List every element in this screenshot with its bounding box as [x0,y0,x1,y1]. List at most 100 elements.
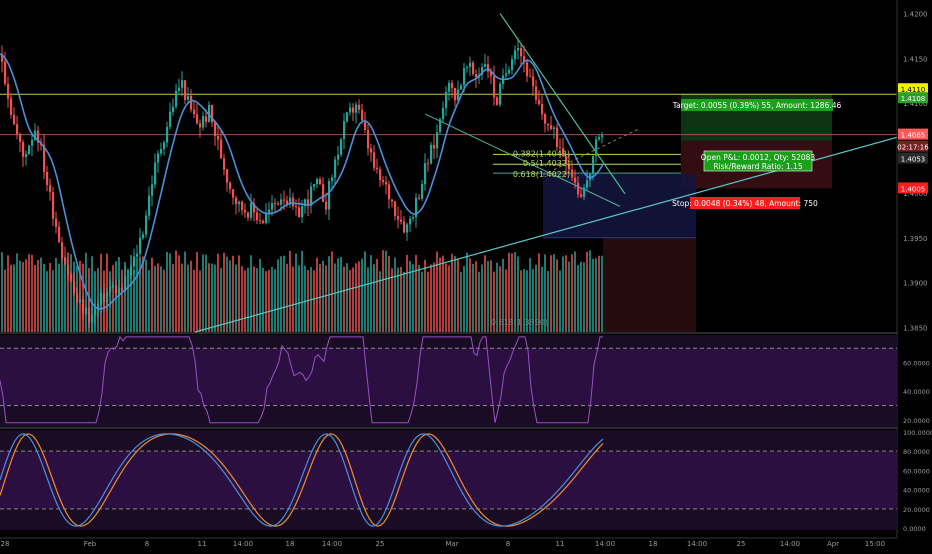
candle-body [91,315,94,323]
stop-label-box[interactable]: Stop: 0.0048 (0.34%) 48, Amount: 750 [672,197,818,209]
volume-bar [523,269,525,332]
candle-body [577,182,580,195]
candle-body [484,64,487,68]
volume-bar [580,261,582,332]
volume-bar [424,259,426,332]
candle-body [85,307,88,315]
time-tick-label: 8 [145,540,149,548]
candle-body [313,184,316,187]
candle-body [409,218,412,225]
fib-lower-label: 0.618(1.3890) [491,318,548,327]
volume-bar [550,255,552,332]
candle-body [325,201,328,210]
price-label: 1.4065 [898,128,928,140]
candle-body [493,76,496,98]
fib-label: 0.5(1.4032) [523,159,570,168]
volume-bar [208,263,210,332]
volume-bar [169,253,171,332]
volume-bar [232,255,234,332]
candle-body [244,210,247,213]
volume-bar [70,254,72,332]
volume-bar [238,255,240,332]
candle-body [352,107,355,113]
volume-bar [286,263,288,332]
stoch-k-line [0,433,604,527]
candle-body [289,197,292,205]
volume-bar [10,264,12,332]
volume-bar [340,256,342,332]
price-tick-label: 1.3850 [903,325,928,333]
candle-body [139,237,142,254]
candle-body [448,82,451,92]
volume-bar [370,255,372,332]
candle-body [295,206,298,208]
volume-bar [253,266,255,332]
candle-body [307,199,310,206]
volume-bar [421,271,423,332]
volume-bar [394,257,396,332]
candle-body [532,76,535,87]
price-label: 1.4053 [898,152,928,164]
candle-body [523,56,526,63]
candle-body [406,224,409,233]
candle-body [271,202,274,210]
candle-body [88,307,91,323]
candle-body [34,130,37,140]
candle-body [115,285,118,294]
volume-bar [460,271,462,332]
time-tick-label: 18 [286,540,295,548]
candle-body [19,134,22,142]
volume-bar [163,269,165,332]
candle-body [568,164,571,170]
volume-bar [406,254,408,332]
candle-body [304,199,307,207]
volume-bar [352,267,354,332]
candle-body [70,274,73,281]
volume-bar [430,264,432,332]
candle-body [193,109,196,115]
candle-body [421,184,424,199]
target-label-box[interactable]: Target: 0.0055 (0.39%) 55, Amount: 1286.… [672,99,842,111]
candle-body [595,139,598,157]
candle-body [142,234,145,238]
candle-body [211,105,214,123]
pnl-label-box[interactable]: Open P&L: 0.0012, Qty: 52083Risk/Reward … [701,150,816,172]
volume-bar [199,270,201,332]
volume-bar [463,266,465,332]
volume-bar [328,256,330,332]
volume-bar [562,256,564,332]
candle-body [460,85,463,90]
candle-body [112,285,115,288]
rsi-axis-label: 60.0000 [903,360,930,368]
volume-bar [502,258,504,332]
volume-bar [331,251,333,332]
time-tick-label: 11 [556,540,565,548]
candle-body [106,291,109,303]
candle-body [205,116,208,122]
candle-body [433,144,436,149]
volume-bar [91,256,93,332]
time-tick-label: 11 [198,540,207,548]
volume-bar [526,270,528,332]
volume-bar [451,253,453,332]
volume-bar [235,264,237,332]
candle-body [559,146,562,148]
volume-bar [13,264,15,332]
candle-body [238,201,241,205]
volume-bar [277,259,279,332]
stoch-axis-label: 20.0000 [903,506,930,514]
time-tick-label: 14:00 [687,540,707,548]
volume-bar [271,266,273,332]
volume-bar [295,253,297,332]
volume-bar [157,263,159,332]
volume-bar [415,254,417,332]
volume-bar [388,255,390,332]
volume-bar [511,253,513,332]
fib-zone-red [603,237,696,332]
candle-body [556,127,559,147]
candle-body [511,59,514,71]
volume-bar [400,266,402,332]
volume-bar [139,257,141,332]
